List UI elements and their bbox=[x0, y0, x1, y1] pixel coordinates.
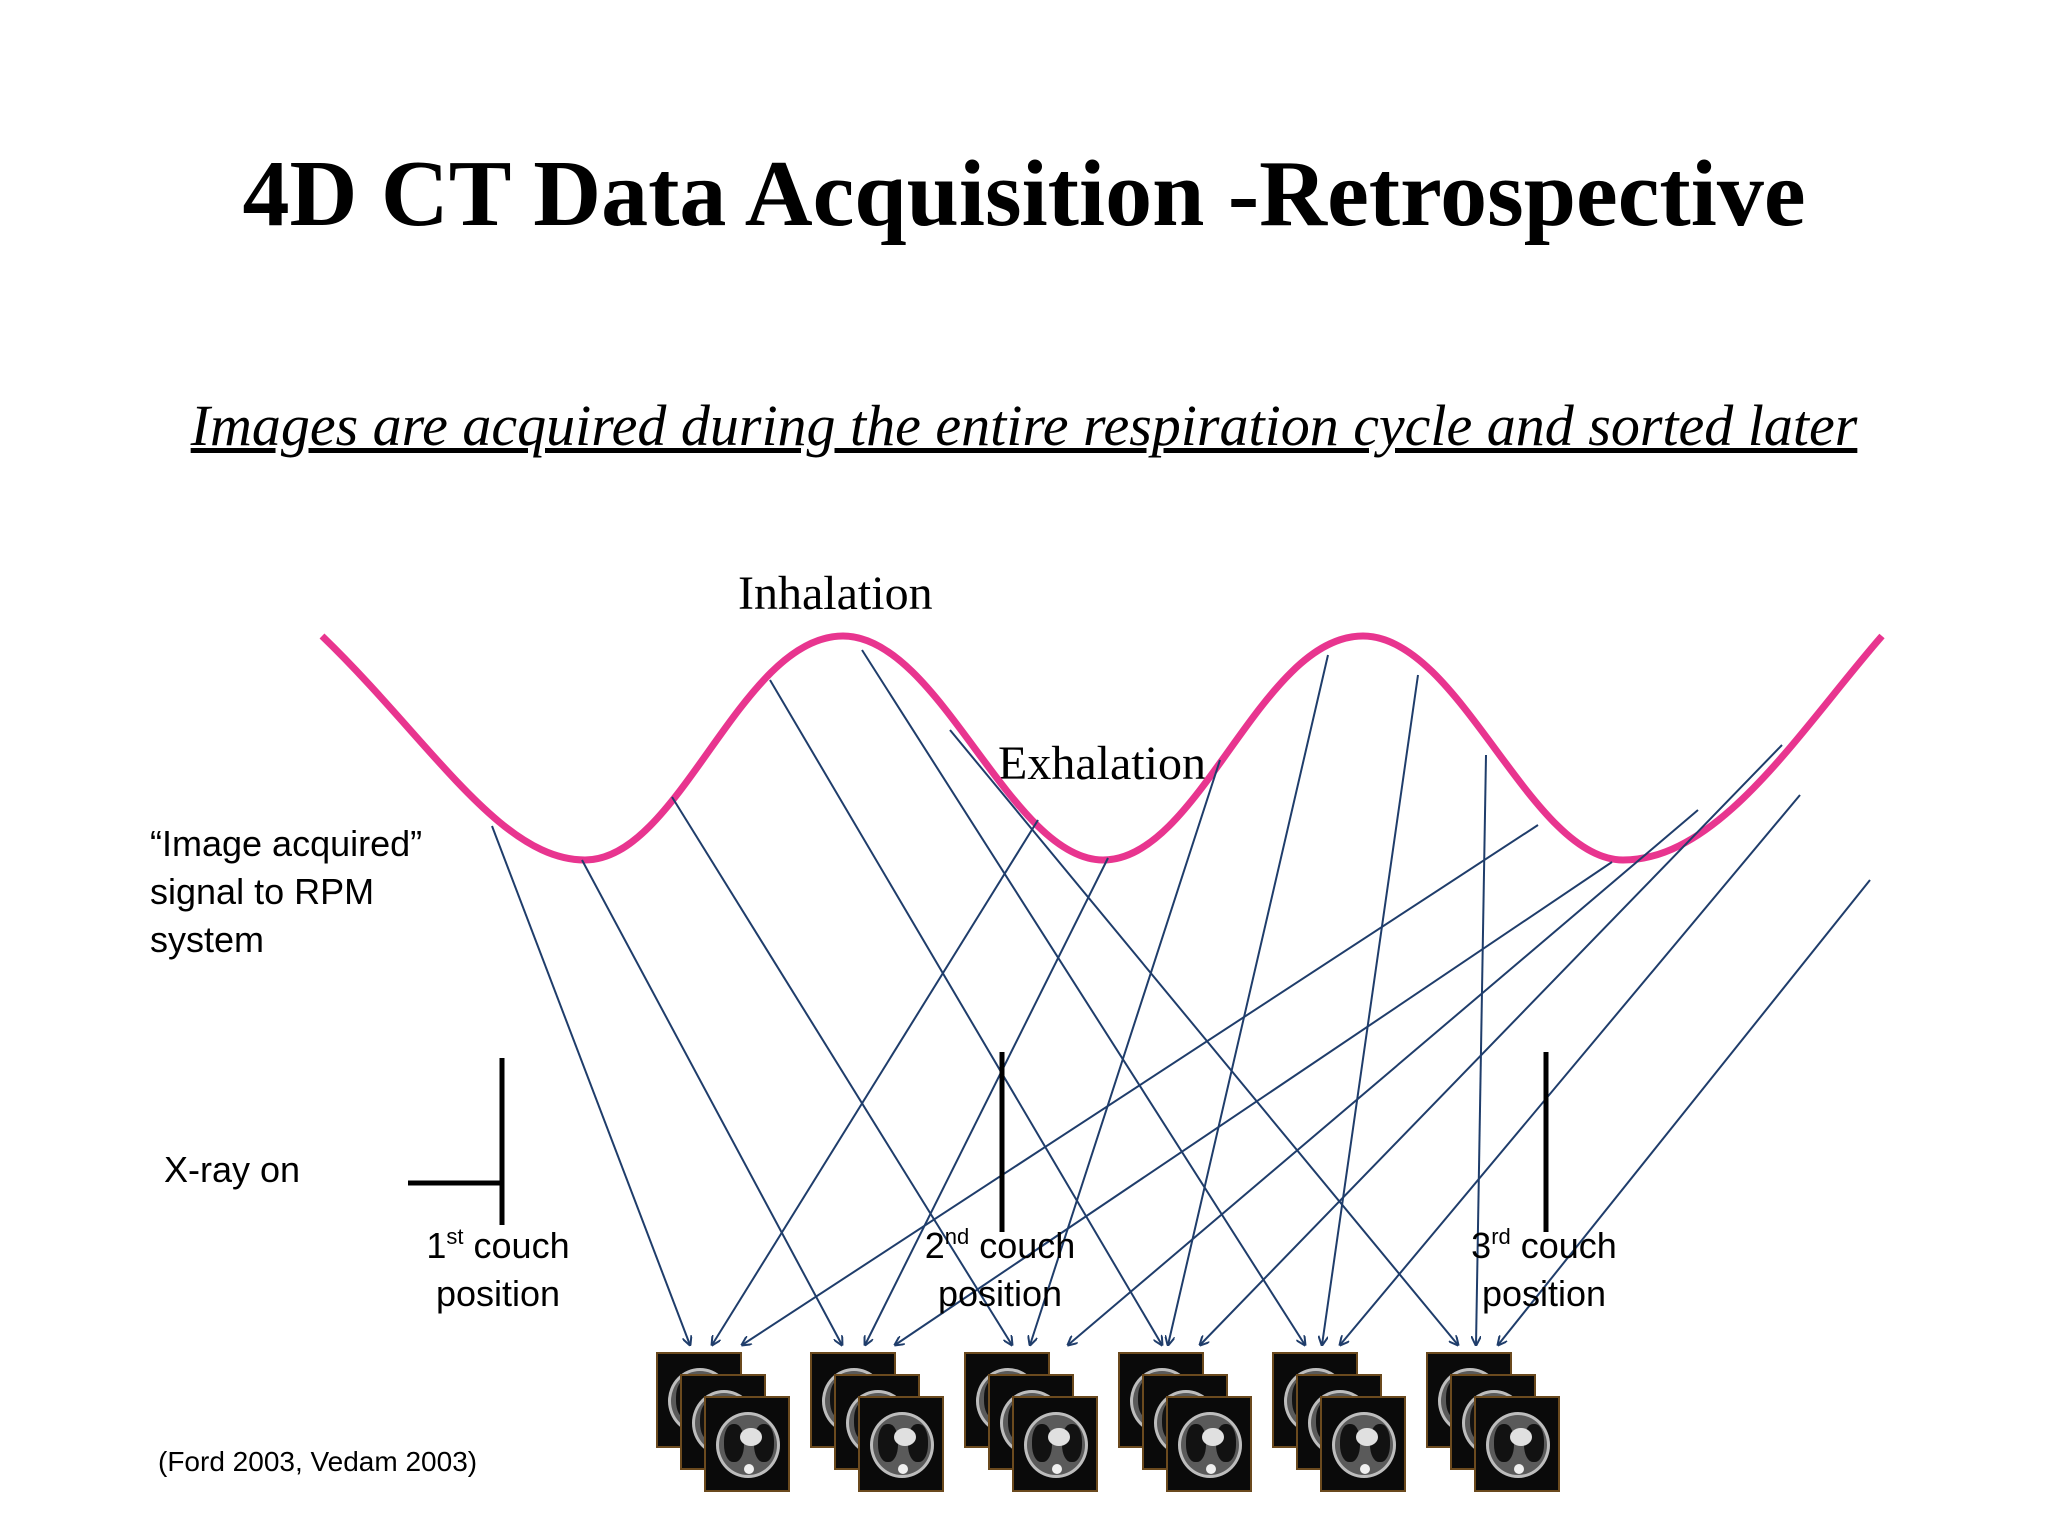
arrow bbox=[1200, 744, 1783, 1345]
page-title: 4D CT Data Acquisition -Retrospective bbox=[242, 142, 1806, 246]
arrow bbox=[1030, 759, 1221, 1345]
breathing-curve bbox=[319, 632, 1885, 864]
inhalation-label: Inhalation bbox=[738, 567, 933, 620]
couch-position-3: 3rd couch position bbox=[1471, 1224, 1617, 1314]
arrow bbox=[712, 819, 1039, 1345]
arrow bbox=[949, 729, 1458, 1345]
arrow bbox=[491, 825, 690, 1345]
arrow bbox=[865, 857, 1109, 1345]
arrow bbox=[769, 679, 1162, 1345]
arrow bbox=[671, 796, 1012, 1345]
arrow bbox=[1340, 794, 1801, 1345]
ct-image-slice bbox=[1166, 1396, 1252, 1492]
couch-position-1: 1st couch position bbox=[426, 1224, 570, 1314]
citation: (Ford 2003, Vedam 2003) bbox=[158, 1446, 478, 1477]
arrow bbox=[581, 859, 842, 1345]
ct-image-slice bbox=[704, 1396, 790, 1492]
xray-on-indicator bbox=[408, 1058, 505, 1225]
arrow bbox=[742, 824, 1539, 1345]
arrow bbox=[895, 861, 1613, 1345]
xray-on-label: X-ray on bbox=[164, 1149, 301, 1190]
image-acquired-label: “Image acquired” signal to RPM system bbox=[150, 823, 423, 960]
ct-image-slice bbox=[858, 1396, 944, 1492]
arrow bbox=[1322, 674, 1419, 1345]
arrow bbox=[1498, 879, 1871, 1345]
ct-image-slice bbox=[1012, 1396, 1098, 1492]
arrow bbox=[1068, 809, 1699, 1345]
arrow bbox=[1168, 654, 1329, 1345]
ct-image-slice bbox=[1320, 1396, 1406, 1492]
exhalation-label: Exhalation bbox=[998, 737, 1206, 790]
ct-image-slice bbox=[1474, 1396, 1560, 1492]
sorting-arrows bbox=[491, 649, 1871, 1345]
couch-position-2: 2nd couch position bbox=[924, 1224, 1076, 1314]
arrow bbox=[861, 649, 1305, 1345]
subtitle: Images are acquired during the entire re… bbox=[190, 393, 1858, 458]
arrow bbox=[1476, 754, 1487, 1345]
